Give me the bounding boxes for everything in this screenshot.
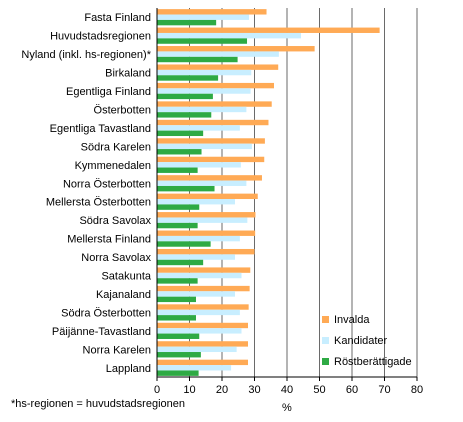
x-tick-label-2: 20 xyxy=(216,384,228,396)
bar-16-0 xyxy=(157,304,249,310)
bar-14-1 xyxy=(157,272,242,279)
category-label-8: Kymmenedalen xyxy=(75,160,151,172)
bar-12-1 xyxy=(157,235,240,242)
category-label-16: Södra Österbotten xyxy=(61,307,151,319)
bar-3-2 xyxy=(157,75,219,81)
category-label-5: Österbotten xyxy=(94,104,151,116)
category-label-2: Nyland (inkl. hs-regionen)* xyxy=(21,49,151,61)
x-tick-label-6: 60 xyxy=(346,384,358,396)
bar-8-0 xyxy=(157,156,265,163)
x-tick-label-7: 70 xyxy=(378,384,390,396)
category-label-4: Egentliga Finland xyxy=(66,86,151,98)
bar-16-2 xyxy=(157,315,196,321)
bar-12-2 xyxy=(157,241,211,247)
category-label-9: Norra Österbotten xyxy=(63,178,151,190)
footnote: *hs-regionen = huvudstadsregionen xyxy=(11,398,185,410)
legend-swatch-1 xyxy=(322,337,329,344)
bar-6-1 xyxy=(157,125,240,131)
bar-19-2 xyxy=(157,370,199,376)
bar-4-1 xyxy=(157,88,251,94)
bar-5-2 xyxy=(157,112,212,118)
bar-18-0 xyxy=(157,341,248,347)
bar-16-1 xyxy=(157,309,240,316)
category-label-1: Huvudstadsregionen xyxy=(50,31,151,43)
category-label-15: Kajanaland xyxy=(96,289,151,301)
bar-3-1 xyxy=(157,69,252,76)
bar-17-2 xyxy=(157,333,200,339)
bar-1-2 xyxy=(157,38,248,44)
bar-2-2 xyxy=(157,56,238,63)
bar-19-1 xyxy=(157,365,232,371)
category-label-11: Södra Savolax xyxy=(79,215,151,227)
bar-7-2 xyxy=(157,149,202,155)
category-label-19: Lappland xyxy=(106,363,151,375)
legend-label-2: Röstberättigade xyxy=(334,356,412,368)
category-label-18: Norra Karelen xyxy=(83,344,151,356)
x-tick-label-3: 30 xyxy=(248,384,260,396)
legend-swatch-2 xyxy=(322,358,329,365)
bar-9-2 xyxy=(157,185,215,192)
bar-8-1 xyxy=(157,162,241,168)
bar-4-0 xyxy=(157,82,274,89)
category-label-13: Norra Savolax xyxy=(81,252,151,264)
bar-7-1 xyxy=(157,143,252,150)
bar-11-0 xyxy=(157,212,256,218)
bar-19-0 xyxy=(157,359,248,366)
legend-swatch-0 xyxy=(322,316,329,323)
bar-3-0 xyxy=(157,64,279,70)
bar-0-1 xyxy=(157,14,249,20)
bar-1-0 xyxy=(157,27,380,33)
bar-6-2 xyxy=(157,130,204,137)
bar-0-0 xyxy=(157,9,267,15)
bar-18-1 xyxy=(157,346,237,353)
bar-8-2 xyxy=(157,167,198,173)
bar-0-2 xyxy=(157,19,217,26)
x-tick-label-8: 80 xyxy=(411,384,423,396)
category-label-14: Satakunta xyxy=(101,271,151,283)
bar-11-2 xyxy=(157,222,198,229)
bar-2-1 xyxy=(157,51,279,57)
bar-10-0 xyxy=(157,193,258,200)
bar-13-0 xyxy=(157,248,255,255)
category-label-6: Egentliga Tavastland xyxy=(50,123,151,135)
bar-15-0 xyxy=(157,285,250,292)
x-tick-label-0: 0 xyxy=(154,384,160,396)
category-label-17: Päijänne-Tavastland xyxy=(52,326,151,338)
bar-6-0 xyxy=(157,119,269,126)
category-label-7: Södra Karelen xyxy=(81,141,151,153)
bar-15-1 xyxy=(157,291,235,297)
bar-13-2 xyxy=(157,259,204,266)
bar-5-1 xyxy=(157,106,247,113)
bar-11-1 xyxy=(157,217,248,223)
x-tick-label-1: 10 xyxy=(183,384,195,396)
bar-14-0 xyxy=(157,267,251,273)
bar-7-0 xyxy=(157,138,265,144)
category-label-10: Mellersta Österbotten xyxy=(46,197,151,209)
category-label-12: Mellersta Finland xyxy=(67,234,151,246)
bar-13-1 xyxy=(157,254,235,260)
legend-label-0: Invalda xyxy=(334,314,370,326)
bar-15-2 xyxy=(157,296,196,303)
x-tick-label-4: 40 xyxy=(281,384,293,396)
bar-10-2 xyxy=(157,204,200,210)
bar-9-1 xyxy=(157,180,247,186)
bar-17-1 xyxy=(157,328,242,334)
category-label-3: Birkaland xyxy=(105,68,151,80)
x-tick-label-5: 50 xyxy=(313,384,325,396)
bar-17-0 xyxy=(157,322,248,329)
bar-5-0 xyxy=(157,101,272,107)
bar-2-0 xyxy=(157,46,315,52)
x-axis-label: % xyxy=(282,402,292,414)
bar-1-1 xyxy=(157,32,301,39)
bar-14-2 xyxy=(157,278,198,284)
bar-12-0 xyxy=(157,230,256,236)
bar-9-0 xyxy=(157,175,262,181)
bar-18-2 xyxy=(157,352,201,358)
bar-4-2 xyxy=(157,93,213,100)
legend-label-1: Kandidater xyxy=(334,335,388,347)
category-label-0: Fasta Finland xyxy=(84,12,151,24)
bar-10-1 xyxy=(157,199,235,205)
